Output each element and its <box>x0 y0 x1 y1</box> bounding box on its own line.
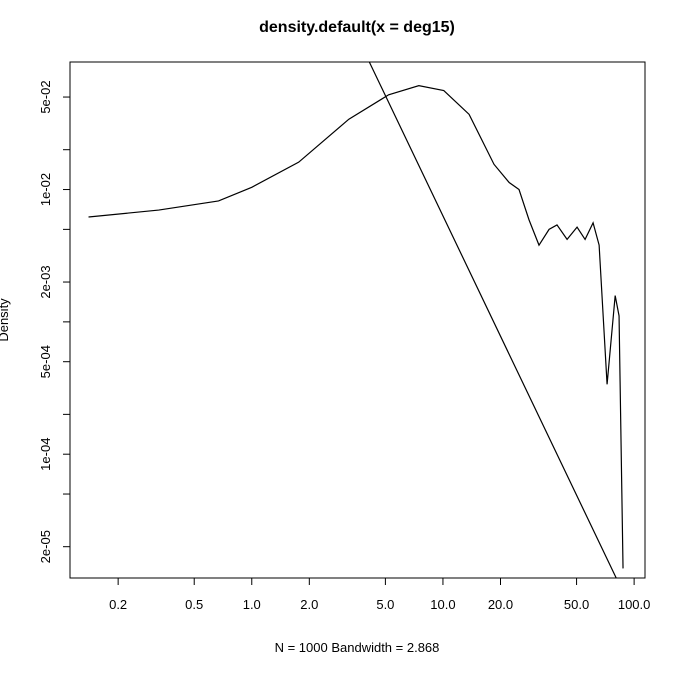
y-axis-label: Density <box>0 298 11 342</box>
y-tick-label: 2e-03 <box>38 265 53 298</box>
line-series <box>368 61 617 579</box>
chart-title: density.default(x = deg15) <box>259 19 455 36</box>
y-tick-label: 1e-02 <box>38 173 53 206</box>
x-tick-label: 0.2 <box>109 597 127 612</box>
x-tick-label: 0.5 <box>185 597 203 612</box>
plot-frame <box>69 61 646 579</box>
y-tick-label: 1e-04 <box>38 438 53 471</box>
line-series <box>88 84 624 569</box>
x-tick-label: 100.0 <box>618 597 651 612</box>
x-tick-label: 50.0 <box>564 597 589 612</box>
x-tick-label: 1.0 <box>243 597 261 612</box>
x-tick-label: 5.0 <box>376 597 394 612</box>
x-tick-label: 2.0 <box>300 597 318 612</box>
x-tick-label: 10.0 <box>430 597 455 612</box>
y-tick-label: 5e-02 <box>38 80 53 113</box>
y-tick-label: 2e-05 <box>38 530 53 563</box>
x-tick-label: 20.0 <box>488 597 513 612</box>
y-tick-label: 5e-04 <box>38 345 53 378</box>
x-axis-label: N = 1000 Bandwidth = 2.868 <box>275 640 440 655</box>
